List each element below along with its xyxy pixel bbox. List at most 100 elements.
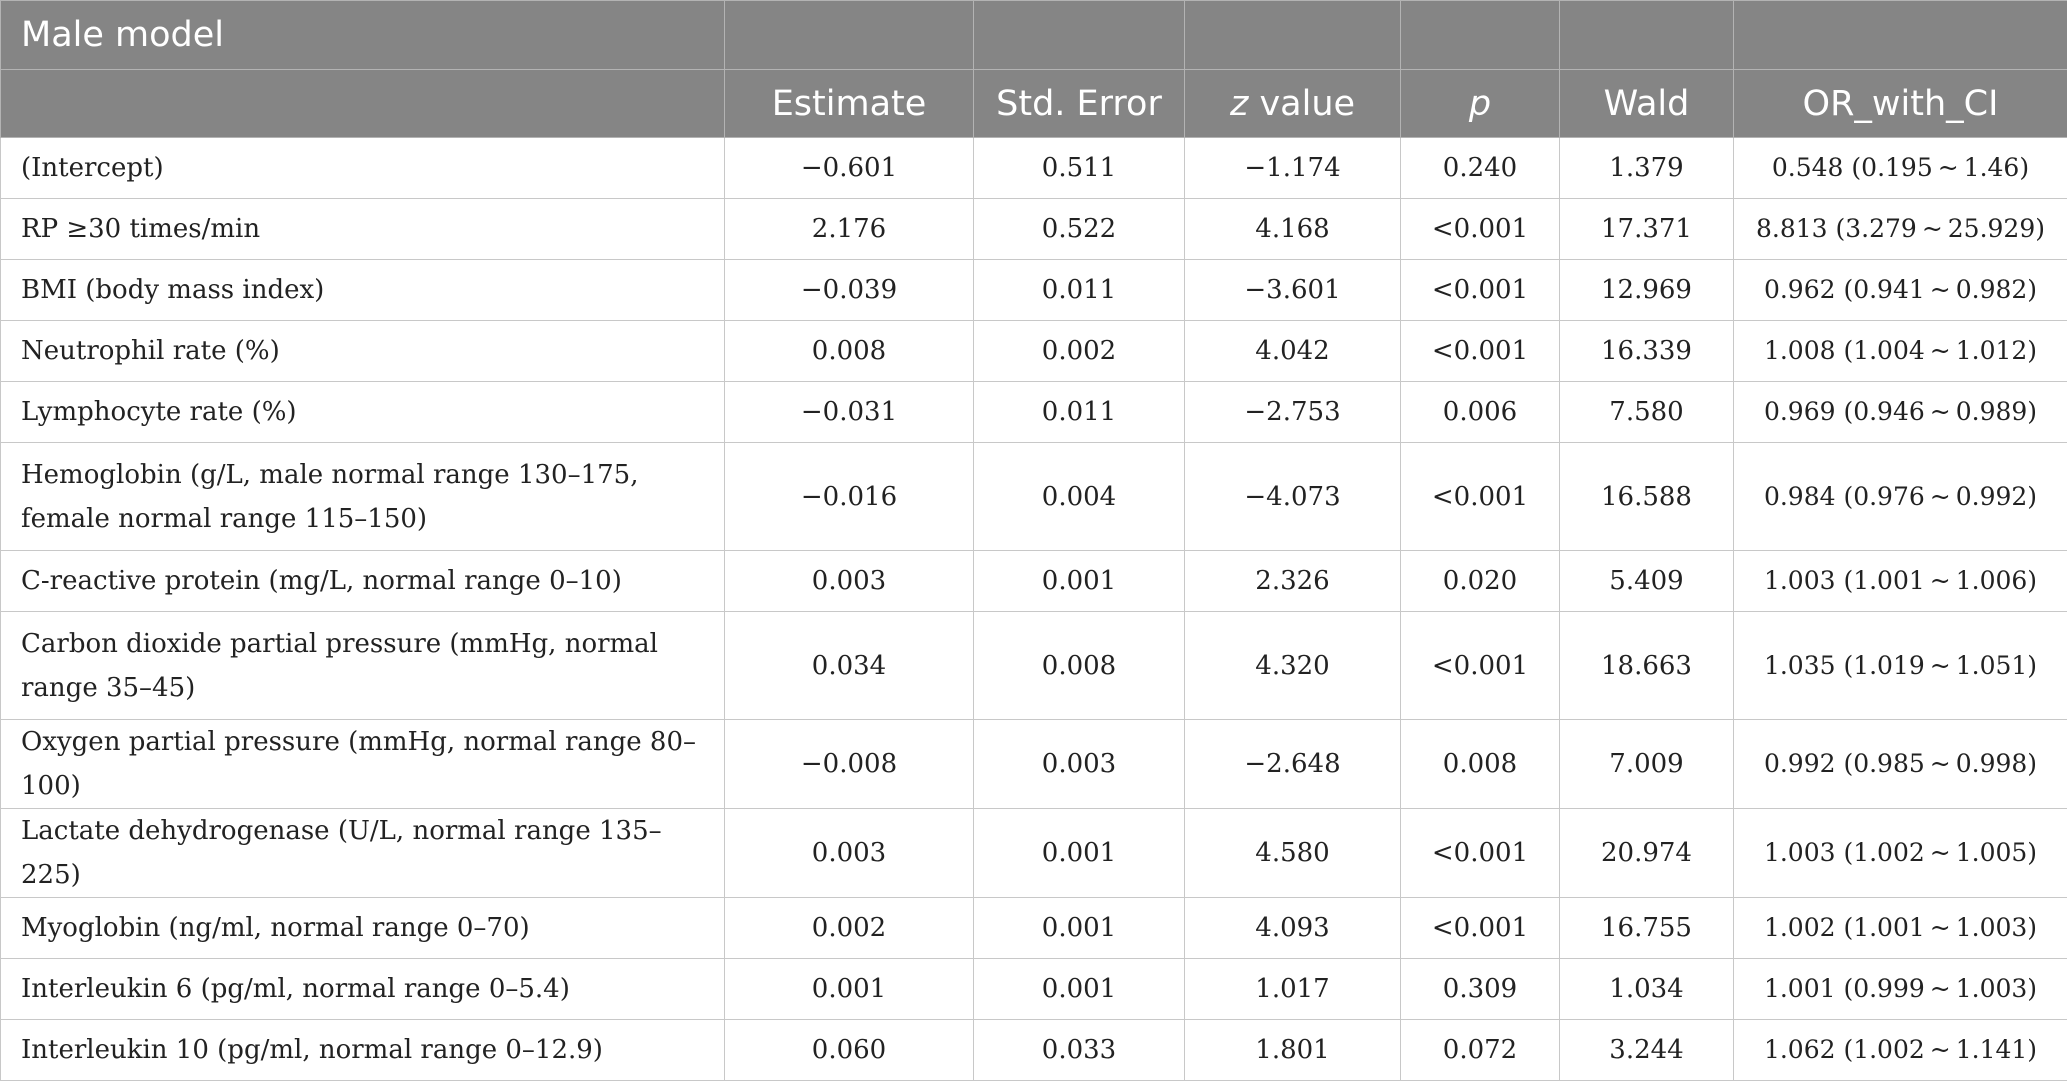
wald-cell: 18.663 xyxy=(1560,612,1734,720)
p-cell: <0.001 xyxy=(1401,809,1560,898)
table-row: BMI (body mass index) −0.039 0.011 −3.60… xyxy=(1,260,2067,321)
p-cell: <0.001 xyxy=(1401,898,1560,959)
column-header-z-value: z value xyxy=(1185,70,1401,138)
z-italic: z xyxy=(1230,84,1248,124)
column-header-variable xyxy=(1,70,725,138)
std-error-cell: 0.004 xyxy=(974,443,1185,551)
p-cell: 0.006 xyxy=(1401,382,1560,443)
table-row: Carbon dioxide partial pressure (mmHg, n… xyxy=(1,612,2067,720)
wald-cell: 5.409 xyxy=(1560,551,1734,612)
wald-cell: 16.755 xyxy=(1560,898,1734,959)
z-value-cell: 2.326 xyxy=(1185,551,1401,612)
estimate-cell: −0.601 xyxy=(725,138,974,199)
variable-cell: BMI (body mass index) xyxy=(1,260,725,321)
z-value-cell: −1.174 xyxy=(1185,138,1401,199)
estimate-cell: 0.002 xyxy=(725,898,974,959)
wald-cell: 17.371 xyxy=(1560,199,1734,260)
p-cell: <0.001 xyxy=(1401,260,1560,321)
estimate-cell: 0.003 xyxy=(725,551,974,612)
column-header-estimate: Estimate xyxy=(725,70,974,138)
estimate-cell: −0.039 xyxy=(725,260,974,321)
estimate-cell: 0.060 xyxy=(725,1020,974,1081)
variable-cell: Carbon dioxide partial pressure (mmHg, n… xyxy=(1,612,725,720)
wald-cell: 12.969 xyxy=(1560,260,1734,321)
or-ci-cell: 0.969 (0.946 ~ 0.989) xyxy=(1734,382,2067,443)
z-value-cell: 4.320 xyxy=(1185,612,1401,720)
variable-cell: C-reactive protein (mg/L, normal range 0… xyxy=(1,551,725,612)
estimate-cell: −0.016 xyxy=(725,443,974,551)
p-cell: 0.020 xyxy=(1401,551,1560,612)
std-error-cell: 0.008 xyxy=(974,612,1185,720)
z-value-cell: 1.801 xyxy=(1185,1020,1401,1081)
or-ci-cell: 1.001 (0.999 ~ 1.003) xyxy=(1734,959,2067,1020)
wald-cell: 20.974 xyxy=(1560,809,1734,898)
title-row-cell xyxy=(1185,1,1401,70)
z-value-cell: 4.580 xyxy=(1185,809,1401,898)
variable-cell: Interleukin 6 (pg/ml, normal range 0–5.4… xyxy=(1,959,725,1020)
column-header-row: Estimate Std. Error z value p Wald OR_wi… xyxy=(1,70,2067,138)
p-cell: 0.072 xyxy=(1401,1020,1560,1081)
title-row-cell xyxy=(974,1,1185,70)
p-cell: <0.001 xyxy=(1401,199,1560,260)
or-ci-cell: 0.962 (0.941 ~ 0.982) xyxy=(1734,260,2067,321)
or-ci-cell: 1.003 (1.002 ~ 1.005) xyxy=(1734,809,2067,898)
z-value-cell: 1.017 xyxy=(1185,959,1401,1020)
wald-cell: 16.339 xyxy=(1560,321,1734,382)
p-cell: 0.008 xyxy=(1401,720,1560,809)
z-value-cell: −3.601 xyxy=(1185,260,1401,321)
table-row: Hemoglobin (g/L, male normal range 130–1… xyxy=(1,443,2067,551)
variable-cell: Interleukin 10 (pg/ml, normal range 0–12… xyxy=(1,1020,725,1081)
table-row: (Intercept) −0.601 0.511 −1.174 0.240 1.… xyxy=(1,138,2067,199)
wald-cell: 16.588 xyxy=(1560,443,1734,551)
wald-cell: 1.034 xyxy=(1560,959,1734,1020)
variable-cell: Myoglobin (ng/ml, normal range 0–70) xyxy=(1,898,725,959)
std-error-cell: 0.001 xyxy=(974,959,1185,1020)
std-error-cell: 0.001 xyxy=(974,898,1185,959)
std-error-cell: 0.003 xyxy=(974,720,1185,809)
column-header-p: p xyxy=(1401,70,1560,138)
wald-cell: 1.379 xyxy=(1560,138,1734,199)
z-value-cell: 4.042 xyxy=(1185,321,1401,382)
variable-cell: Lymphocyte rate (%) xyxy=(1,382,725,443)
estimate-cell: −0.008 xyxy=(725,720,974,809)
table-row: Lymphocyte rate (%) −0.031 0.011 −2.753 … xyxy=(1,382,2067,443)
table-row: C-reactive protein (mg/L, normal range 0… xyxy=(1,551,2067,612)
estimate-cell: 0.008 xyxy=(725,321,974,382)
z-value-cell: −2.753 xyxy=(1185,382,1401,443)
z-value-cell: 4.168 xyxy=(1185,199,1401,260)
or-ci-cell: 1.003 (1.001 ~ 1.006) xyxy=(1734,551,2067,612)
std-error-cell: 0.011 xyxy=(974,382,1185,443)
std-error-cell: 0.522 xyxy=(974,199,1185,260)
table-title-row: Male model xyxy=(1,1,2067,70)
variable-cell: Oxygen partial pressure (mmHg, normal ra… xyxy=(1,720,725,809)
std-error-cell: 0.001 xyxy=(974,551,1185,612)
or-ci-cell: 1.035 (1.019 ~ 1.051) xyxy=(1734,612,2067,720)
title-row-cell xyxy=(1401,1,1560,70)
variable-cell: (Intercept) xyxy=(1,138,725,199)
std-error-cell: 0.001 xyxy=(974,809,1185,898)
or-ci-cell: 1.002 (1.001 ~ 1.003) xyxy=(1734,898,2067,959)
variable-cell: Lactate dehydrogenase (U/L, normal range… xyxy=(1,809,725,898)
or-ci-cell: 0.984 (0.976 ~ 0.992) xyxy=(1734,443,2067,551)
estimate-cell: 0.001 xyxy=(725,959,974,1020)
or-ci-cell: 1.008 (1.004 ~ 1.012) xyxy=(1734,321,2067,382)
or-ci-cell: 0.548 (0.195 ~ 1.46) xyxy=(1734,138,2067,199)
wald-cell: 7.009 xyxy=(1560,720,1734,809)
table-row: Neutrophil rate (%) 0.008 0.002 4.042 <0… xyxy=(1,321,2067,382)
variable-cell: Neutrophil rate (%) xyxy=(1,321,725,382)
p-cell: <0.001 xyxy=(1401,321,1560,382)
column-header-or-ci: OR_with_CI xyxy=(1734,70,2067,138)
std-error-cell: 0.002 xyxy=(974,321,1185,382)
estimate-cell: 0.003 xyxy=(725,809,974,898)
estimate-cell: 2.176 xyxy=(725,199,974,260)
table-row: Interleukin 6 (pg/ml, normal range 0–5.4… xyxy=(1,959,2067,1020)
variable-cell: RP ≥30 times/min xyxy=(1,199,725,260)
wald-cell: 7.580 xyxy=(1560,382,1734,443)
title-row-cell xyxy=(1734,1,2067,70)
table-row: Lactate dehydrogenase (U/L, normal range… xyxy=(1,809,2067,898)
estimate-cell: 0.034 xyxy=(725,612,974,720)
std-error-cell: 0.011 xyxy=(974,260,1185,321)
estimate-cell: −0.031 xyxy=(725,382,974,443)
